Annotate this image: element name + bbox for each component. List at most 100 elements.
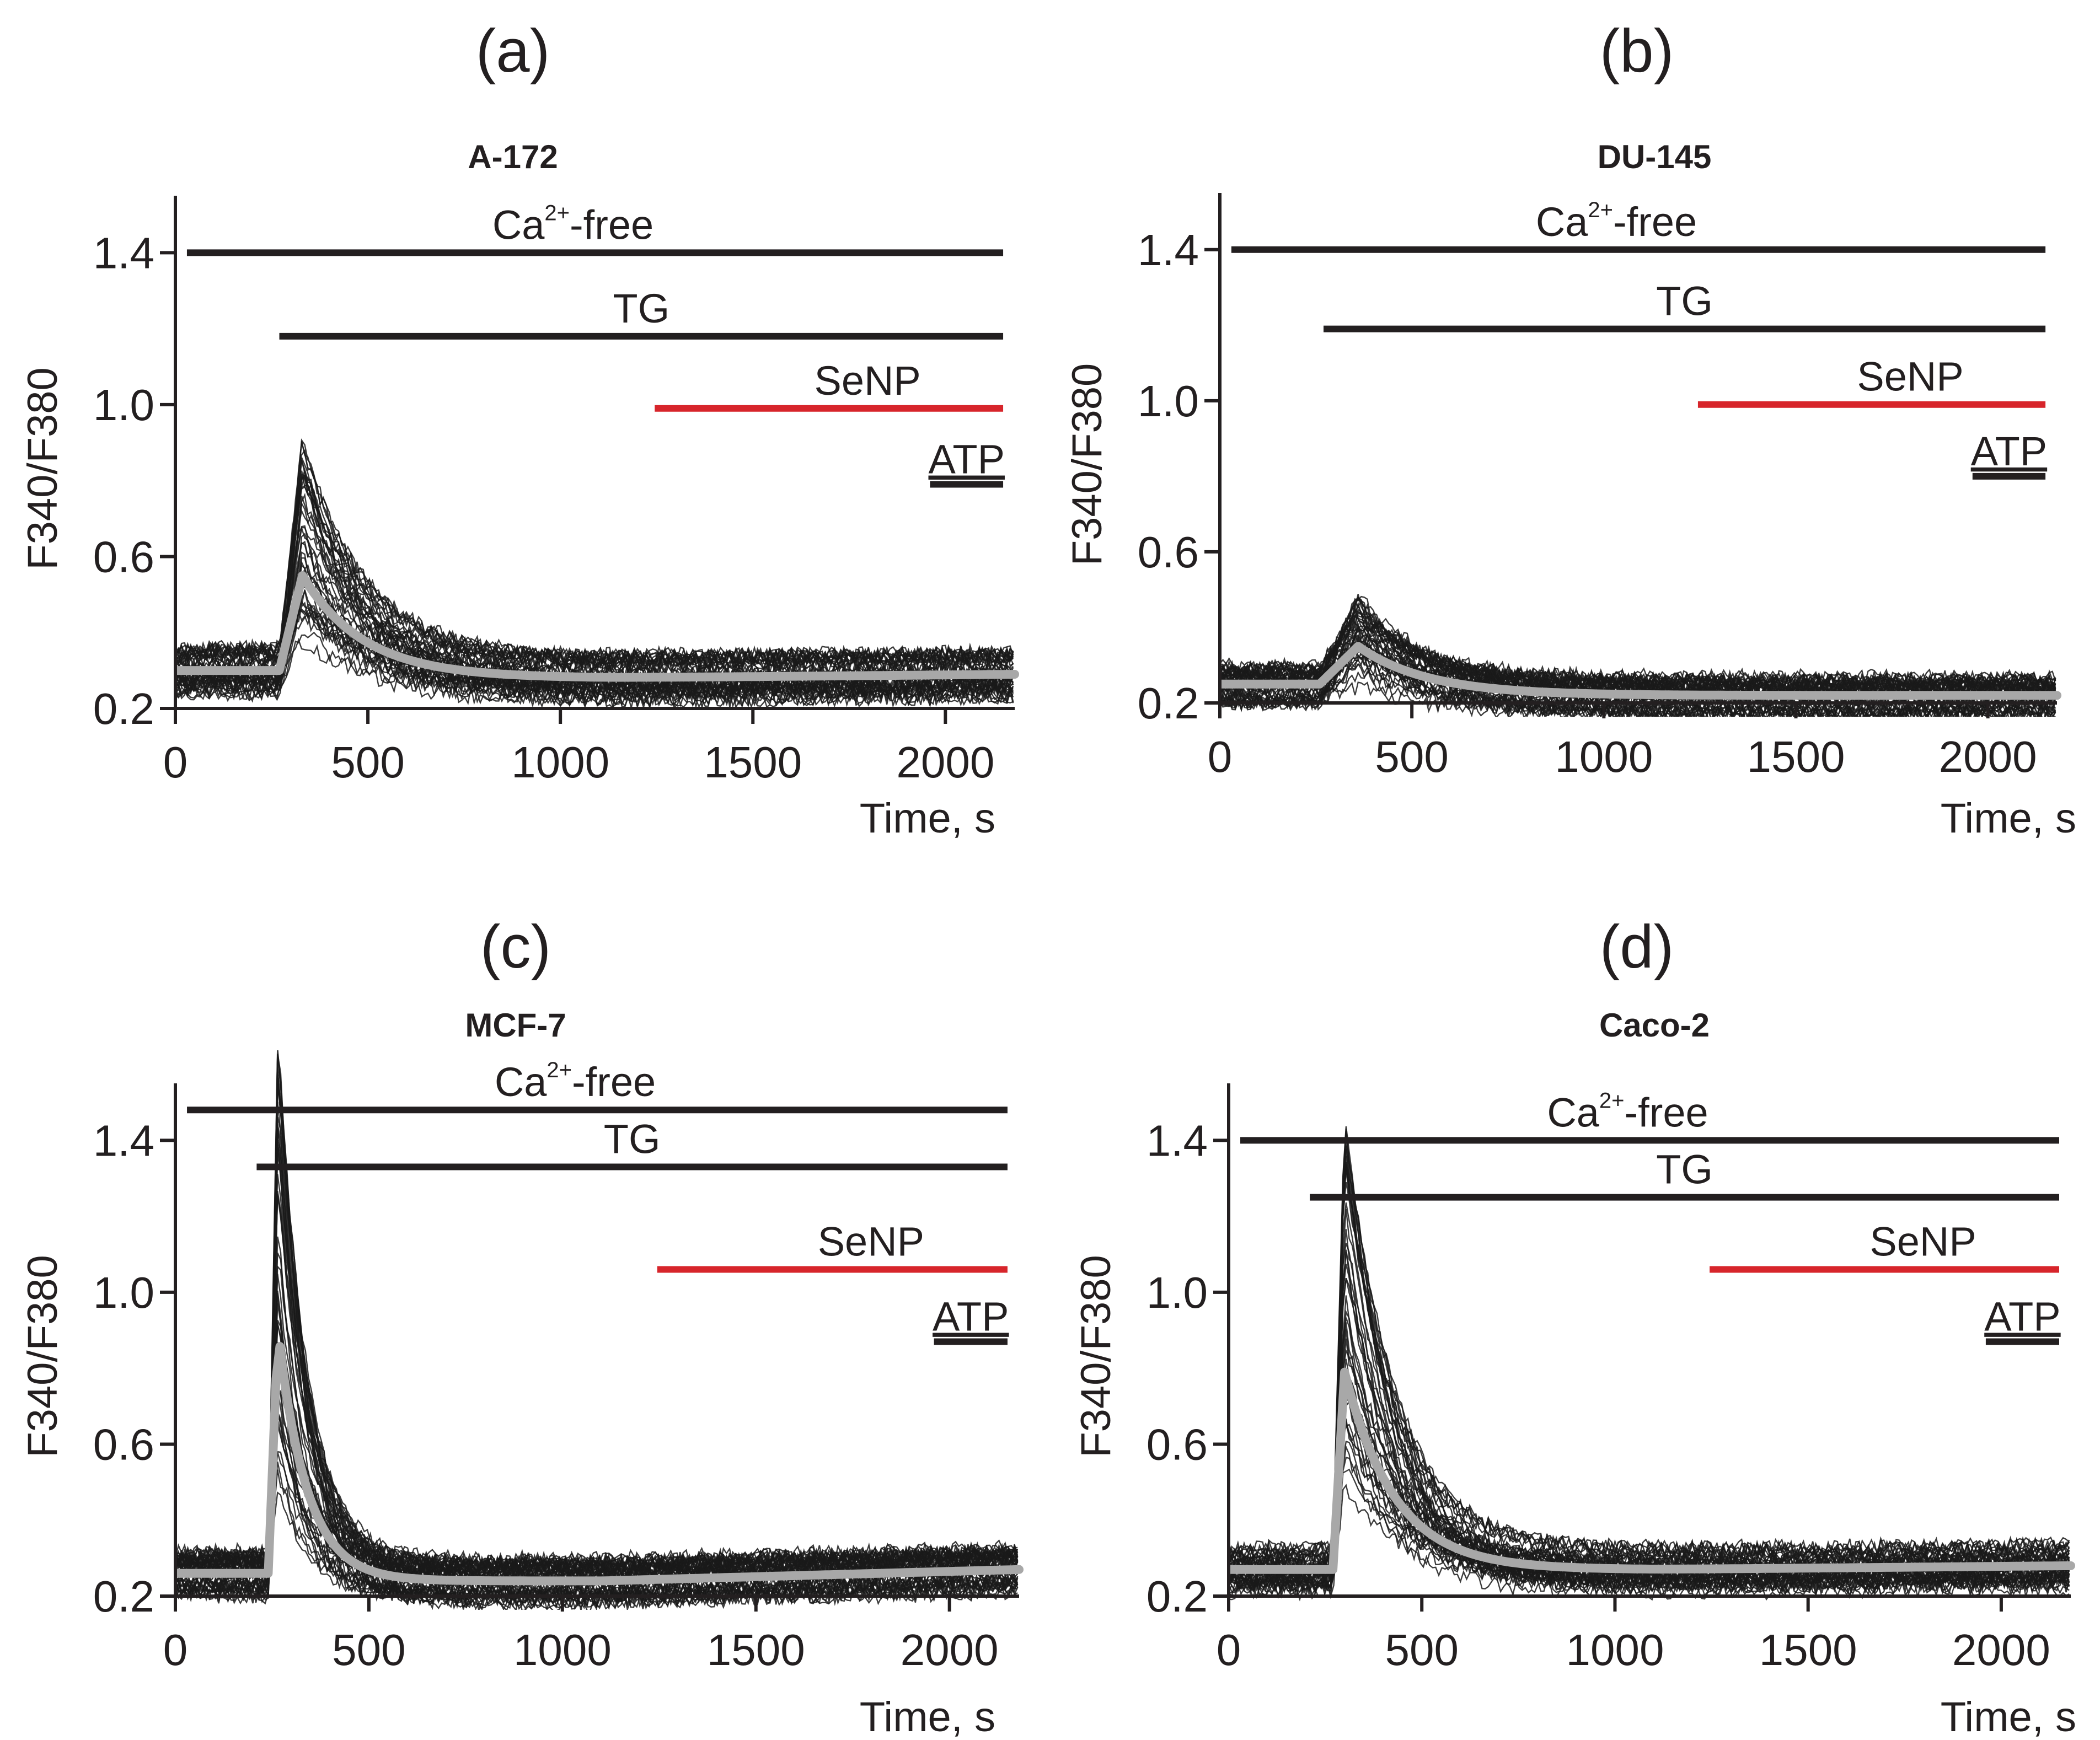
mean-trace xyxy=(1229,1367,2075,1574)
y-axis-title: F340/F380 xyxy=(1064,363,1111,566)
cell-trace xyxy=(175,1084,1019,1568)
treatment-label-ca-free: Ca2+-free xyxy=(495,1058,656,1105)
y-axis-title: F340/F380 xyxy=(19,1255,66,1458)
y-tick-label: 0.2 xyxy=(93,1572,154,1621)
x-axis-title: Time, s xyxy=(1941,1694,2076,1740)
treatment-label-ca-free: Ca2+-free xyxy=(1536,198,1697,245)
panel-letter: (d) xyxy=(1600,913,1674,981)
trace-group xyxy=(175,1050,1024,1610)
cell-trace xyxy=(1229,1468,2070,1573)
cell-trace xyxy=(175,608,1014,700)
treatment-label: SeNP xyxy=(814,358,920,404)
x-tick-label: 0 xyxy=(1208,732,1233,781)
x-tick-label: 1000 xyxy=(1555,732,1653,781)
x-axis-title: Time, s xyxy=(1941,795,2076,842)
x-tick-label: 0 xyxy=(1217,1625,1241,1674)
y-tick-label: 1.4 xyxy=(93,228,154,277)
mean-trace xyxy=(1220,642,2061,700)
treatment-label: TG xyxy=(613,286,669,331)
cell-trace xyxy=(175,1050,1019,1582)
cell-trace xyxy=(1229,1126,2070,1560)
cell-trace xyxy=(175,1069,1019,1576)
panel-b: (b) DU-145 0.2 0.6 1.0 1.4 0 500 1000 1500 2000 F34… xyxy=(1064,17,2076,842)
y-tick-label: 0.6 xyxy=(1138,528,1199,577)
trace-group xyxy=(1229,1126,2075,1602)
cell-trace xyxy=(1220,653,2052,717)
treatment-label-atp: ATP xyxy=(933,1293,1009,1339)
x-tick-label: 1500 xyxy=(704,738,802,787)
treatment-label: TG xyxy=(1656,278,1713,324)
x-tick-label: 1000 xyxy=(511,738,609,787)
x-tick-label: 1000 xyxy=(1566,1625,1664,1674)
mean-trace xyxy=(175,1342,1024,1586)
treatment-label: TG xyxy=(604,1116,661,1162)
trace-group xyxy=(175,438,1019,710)
mean-trace xyxy=(175,571,1019,682)
x-tick-label: 2000 xyxy=(901,1625,999,1674)
cell-trace xyxy=(1229,1252,2070,1590)
cell-trace xyxy=(175,540,1014,667)
cell-trace xyxy=(1220,598,2056,696)
x-tick-label: 0 xyxy=(163,738,188,787)
y-axis-title: F340/F380 xyxy=(19,367,66,570)
treatment-label-atp: ATP xyxy=(929,437,1005,482)
panel-letter: (a) xyxy=(476,17,550,85)
x-tick-label: 2000 xyxy=(1952,1625,2050,1674)
panel-d: (d) Caco-2 0.2 0.6 1.0 1.4 0 500 1000 1500 2000 F34… xyxy=(1073,913,2076,1740)
treatment-label-atp: ATP xyxy=(1971,428,2047,474)
cell-trace xyxy=(1220,613,2056,691)
panel-letter: (b) xyxy=(1600,17,1674,85)
x-tick-label: 500 xyxy=(331,738,404,787)
cell-trace xyxy=(1229,1145,2070,1562)
y-tick-label: 0.2 xyxy=(93,684,154,733)
treatment-label: SeNP xyxy=(818,1219,924,1265)
x-tick-label: 2000 xyxy=(896,738,994,787)
panel-title: A-172 xyxy=(468,138,558,175)
y-tick-label: 1.0 xyxy=(93,380,154,429)
x-tick-label: 2000 xyxy=(1939,732,2037,781)
x-tick-label: 500 xyxy=(332,1625,405,1674)
panel-title: Caco-2 xyxy=(1599,1007,1710,1044)
cell-trace xyxy=(1229,1338,2070,1573)
cell-trace xyxy=(175,449,1014,669)
cell-trace xyxy=(175,1252,1018,1581)
x-axis-title: Time, s xyxy=(860,795,995,842)
trace-group xyxy=(1220,594,2061,717)
x-tick-label: 1500 xyxy=(1759,1625,1857,1674)
x-tick-label: 500 xyxy=(1375,732,1448,781)
cell-trace xyxy=(1229,1295,2070,1600)
x-tick-label: 0 xyxy=(163,1625,188,1674)
y-tick-label: 0.2 xyxy=(1138,679,1199,728)
cell-trace xyxy=(175,610,1014,675)
cell-trace xyxy=(175,470,1014,675)
cell-trace xyxy=(175,1409,1018,1580)
y-tick-label: 1.0 xyxy=(1147,1268,1208,1317)
y-tick-label: 1.0 xyxy=(93,1268,154,1317)
panel-c: (c) MCF-7 0.2 0.6 1.0 1.4 0 500 1000 1500 2000 F340… xyxy=(19,913,1024,1740)
x-tick-label: 1000 xyxy=(513,1625,612,1674)
y-tick-label: 1.4 xyxy=(93,1116,154,1165)
treatment-label: SeNP xyxy=(1869,1219,1976,1265)
cell-trace xyxy=(175,603,1014,710)
cell-trace xyxy=(175,1054,1019,1576)
treatment-label: TG xyxy=(1656,1147,1713,1193)
treatment-label-ca-free: Ca2+-free xyxy=(492,201,653,248)
panel-a: (a) A-172 0.2 0.6 1.0 1.4 0 500 1000 1500 2000 F340… xyxy=(19,17,1019,842)
cell-trace xyxy=(1229,1229,2070,1597)
x-tick-label: 1500 xyxy=(1747,732,1845,781)
treatment-label-atp: ATP xyxy=(1984,1293,2060,1339)
x-axis-title: Time, s xyxy=(860,1694,995,1740)
cell-trace xyxy=(1220,681,2056,717)
y-tick-label: 1.4 xyxy=(1147,1116,1208,1165)
treatment-label: SeNP xyxy=(1857,354,1963,400)
panel-letter: (c) xyxy=(480,913,551,981)
cell-trace xyxy=(175,1265,1019,1572)
cell-trace xyxy=(175,1324,1018,1573)
y-axis-title: F340/F380 xyxy=(1073,1255,1119,1458)
cell-trace xyxy=(175,1071,1019,1577)
panel-title: MCF-7 xyxy=(465,1007,566,1044)
cell-trace xyxy=(175,1190,1018,1583)
y-tick-label: 0.2 xyxy=(1147,1572,1208,1621)
x-tick-label: 500 xyxy=(1385,1625,1458,1674)
